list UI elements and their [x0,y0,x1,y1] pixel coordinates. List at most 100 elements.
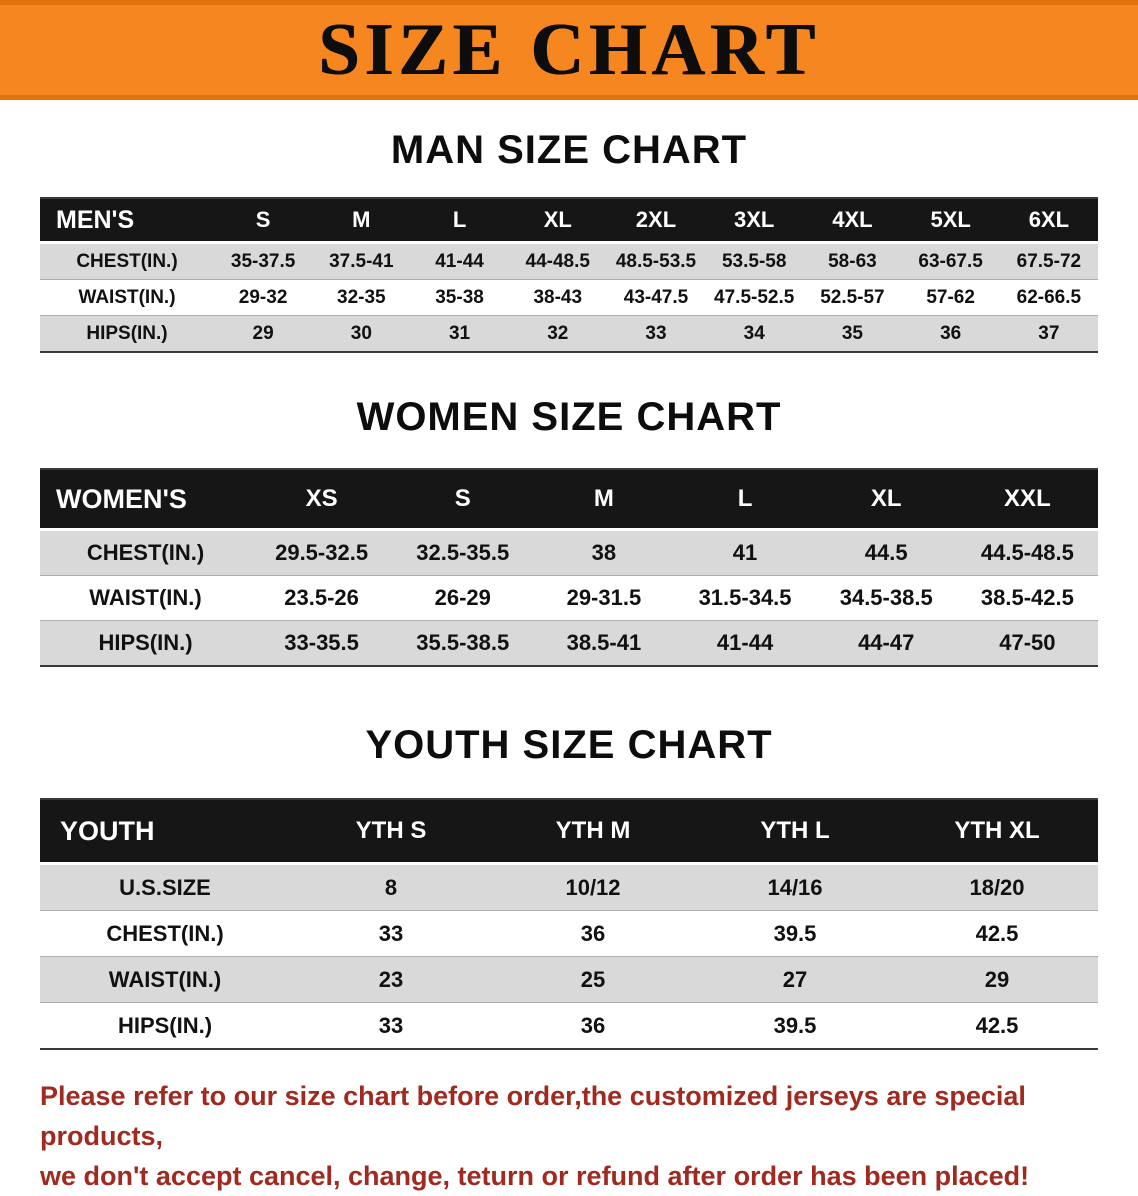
disclaimer: Please refer to our size chart before or… [0,1076,1138,1196]
size-header-cell: YTH S [290,799,492,865]
row-label-cell: WAIST(IN.) [78,286,176,308]
value-cell: 29 [214,315,313,352]
row-label-cell: WAIST(IN.) [89,585,202,610]
value-cell: 48.5-53.5 [606,242,706,280]
value-cell: 33 [378,1012,404,1038]
value-cell: 39.5 [773,920,817,946]
value-cell: 29.5-32.5 [251,529,393,576]
value-cell: 44.5-48.5 [956,529,1098,576]
value-cell: 42.5 [975,920,1019,946]
men-section-heading: MAN SIZE CHART [390,128,748,172]
table-row: WAIST(IN.) 23.5-26 26-29 29-31.5 31.5-34.5 34… [40,575,1098,621]
value-cell: 35-37.5 [214,242,313,280]
value-cell: 34.5-38.5 [839,585,933,610]
size-header-cell: S [392,469,534,531]
size-header-cell: YTH M [492,799,694,865]
disclaimer-line-2: we don't accept cancel, change, teturn o… [40,1161,1030,1191]
table-title-cell: YOUTH [40,799,290,865]
value-cell: 67.5-72 [999,242,1098,280]
banner-title: SIZE CHART [318,9,820,91]
value-cell: 44-47 [815,620,957,666]
value-cell: 38.5-42.5 [980,585,1074,610]
table-row: U.S.SIZE 8 10/12 14/16 18/20 [40,863,1098,911]
disclaimer-line-1: Please refer to our size chart before or… [40,1081,1026,1151]
women-size-table: WOMEN'S XS S M L XL XXL CHEST(IN.) 29.5-32.5 32.5… [40,468,1098,667]
value-cell: 38 [533,529,675,576]
size-header-cell: L [674,469,816,531]
value-cell: 63-67.5 [901,242,1000,280]
value-cell: 35.5-38.5 [392,620,534,666]
row-label-cell: HIPS(IN.) [117,1012,213,1038]
value-cell: 32.5-35.5 [392,529,534,576]
value-cell: 53.5-58 [705,242,804,280]
value-cell: 41-44 [410,242,509,280]
header-row: YOUTH YTH S YTH M YTH L YTH XL [40,799,1098,865]
table-title-cell: MEN'S [40,198,214,244]
table-row: HIPS(IN.) 33 36 39.5 42.5 [40,1002,1098,1050]
value-cell: 36 [901,315,1000,352]
value-cell: 10/12 [492,863,694,911]
size-header-cell: XXL [956,469,1098,531]
size-header-cell: YTH L [694,799,896,865]
size-header-cell: XL [508,198,607,244]
value-cell: 27 [694,956,896,1003]
value-cell: 25 [492,956,694,1003]
youth-size-table: YOUTH YTH S YTH M YTH L YTH XL U.S.SIZE 8 10/12… [40,798,1098,1050]
size-header-cell: XL [815,469,957,531]
youth-section-heading: YOUTH SIZE CHART [365,723,773,767]
value-cell: 44.5 [815,529,957,576]
value-cell: 33 [378,920,404,946]
value-cell: 38.5-41 [533,620,675,666]
size-header-cell: 4XL [803,198,902,244]
value-cell: 33-35.5 [251,620,393,666]
row-label-cell: CHEST(IN.) [40,529,251,576]
row-label-cell: CHEST(IN.) [106,920,224,946]
value-cell: 29 [896,956,1098,1003]
row-label-cell: WAIST(IN.) [40,956,290,1003]
size-header-cell: M [533,469,675,531]
value-cell: 39.5 [773,1012,817,1038]
size-header-cell: S [214,198,313,244]
value-cell: 57-62 [926,286,975,308]
row-label-cell: HIPS(IN.) [40,620,251,666]
size-header-cell: 2XL [606,198,706,244]
value-cell: 41 [674,529,816,576]
header-row: WOMEN'S XS S M L XL XXL [40,469,1098,531]
value-cell: 42.5 [975,1012,1019,1038]
value-cell: 43-47.5 [623,286,689,308]
header-row: MEN'S S M L XL 2XL 3XL 4XL 5XL 6XL [40,198,1098,244]
value-cell: 31.5-34.5 [698,585,792,610]
value-cell: 44-48.5 [508,242,607,280]
table-row: HIPS(IN.) 33-35.5 35.5-38.5 38.5-41 41-44 44-… [40,620,1098,666]
value-cell: 36 [580,1012,606,1038]
value-cell: 41-44 [674,620,816,666]
value-cell: 14/16 [694,863,896,911]
value-cell: 36 [580,920,606,946]
women-section-heading: WOMEN SIZE CHART [356,395,782,439]
table-row: HIPS(IN.) 29 30 31 32 33 34 35 36 37 [40,315,1098,352]
value-cell: 33 [606,315,706,352]
table-row: CHEST(IN.) 35-37.5 37.5-41 41-44 44-48.5 48.5… [40,242,1098,280]
size-header-cell: L [410,198,509,244]
value-cell: 18/20 [896,863,1098,911]
value-cell: 26-29 [434,585,491,610]
table-title-cell: WOMEN'S [40,469,251,531]
value-cell: 37 [999,315,1098,352]
value-cell: 47-50 [956,620,1098,666]
value-cell: 30 [312,315,411,352]
size-header-cell: 6XL [999,198,1098,244]
table-row: CHEST(IN.) 29.5-32.5 32.5-35.5 38 41 44.5 44.5… [40,529,1098,576]
size-header-cell: XS [251,469,393,531]
value-cell: 23 [290,956,492,1003]
value-cell: 37.5-41 [312,242,411,280]
value-cell: 29-32 [238,286,288,308]
value-cell: 32-35 [337,286,386,308]
size-header-cell: M [312,198,411,244]
value-cell: 35-38 [435,286,484,308]
value-cell: 38-43 [533,286,583,308]
value-cell: 35 [803,315,902,352]
value-cell: 32 [508,315,607,352]
value-cell: 23.5-26 [284,585,359,610]
row-label-cell: U.S.SIZE [40,863,290,911]
row-label-cell: HIPS(IN.) [40,315,214,352]
